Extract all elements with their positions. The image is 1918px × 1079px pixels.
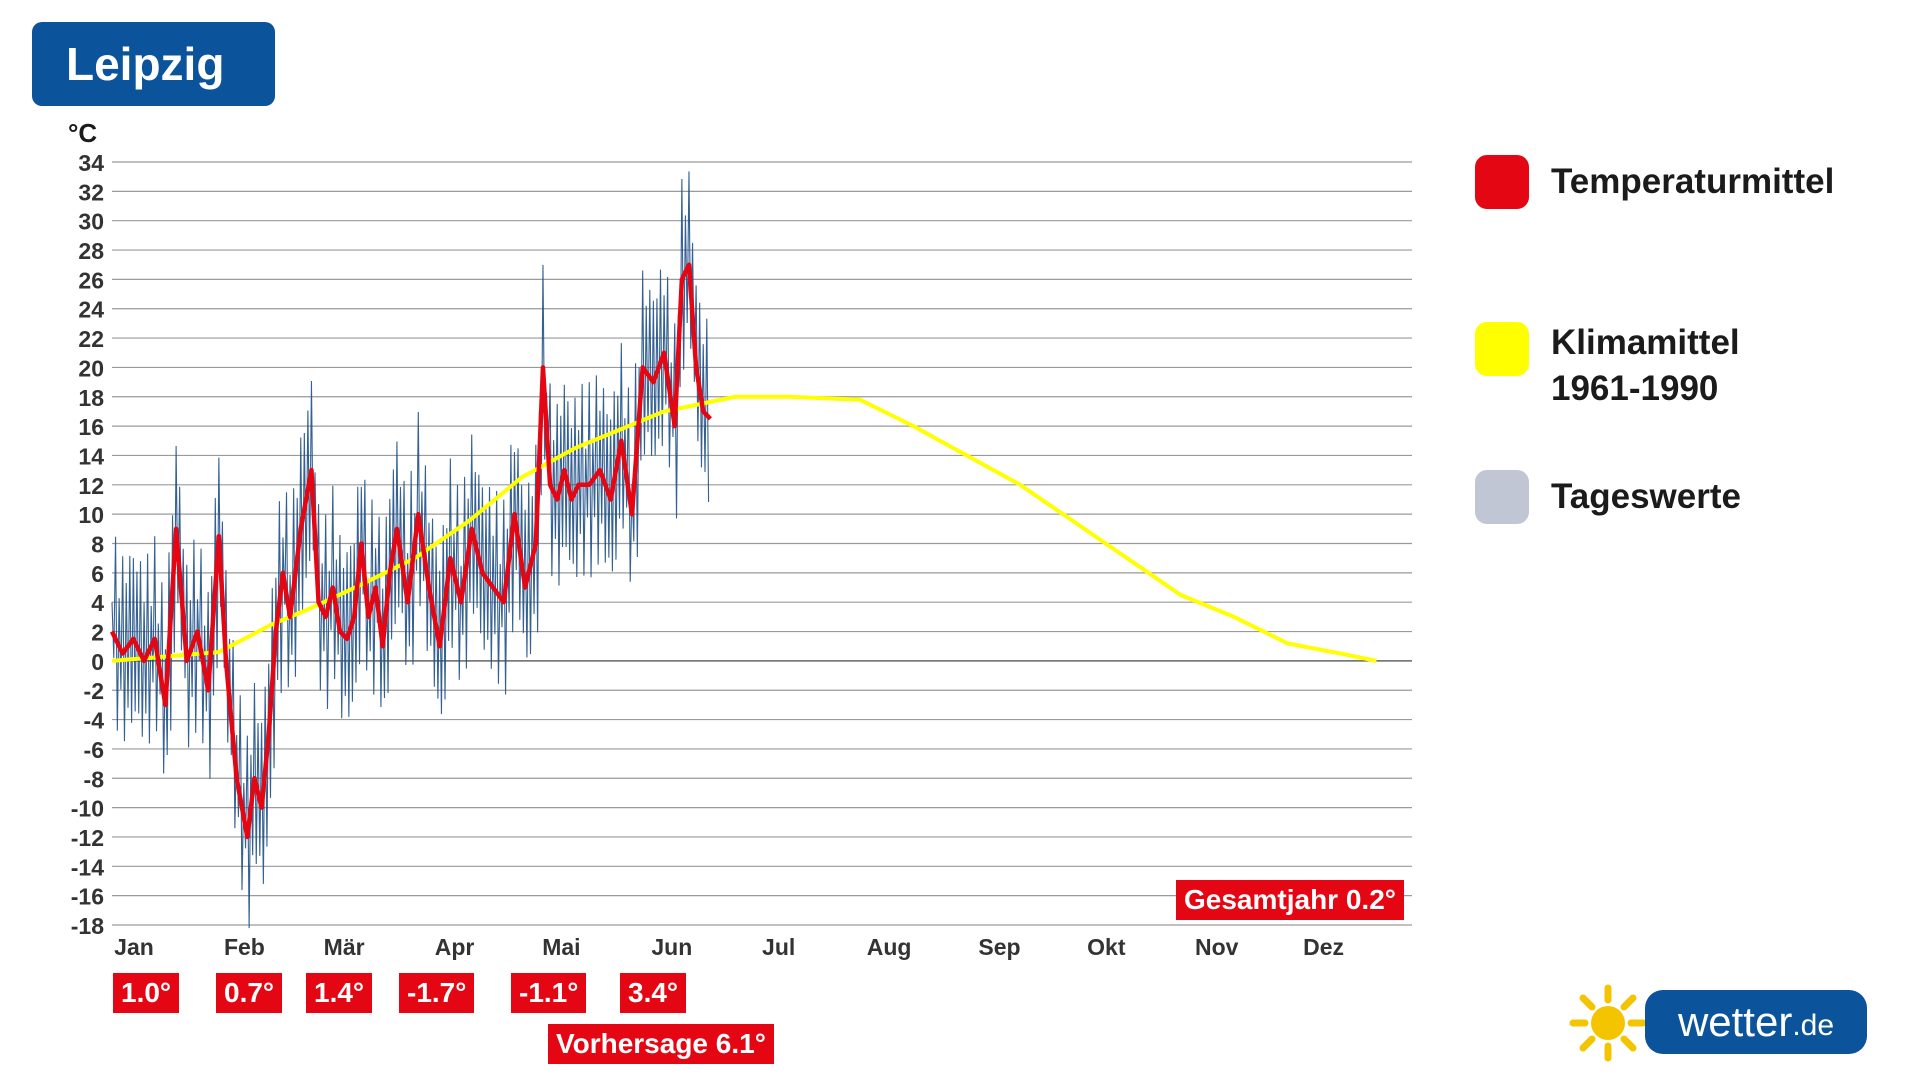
- y-tick-label: -8: [84, 766, 105, 792]
- x-axis-ticks: Jan Feb Mär Apr Mai Jun Jul Aug Sep Okt Nov Dez: [114, 934, 1344, 960]
- x-tick-label: Mär: [324, 934, 365, 960]
- month-deviation-jun: 3.4°: [620, 973, 687, 1013]
- x-tick-label: Aug: [867, 934, 912, 960]
- y-tick-label: 14: [78, 443, 104, 469]
- y-tick-label: 20: [78, 355, 104, 381]
- x-tick-label: Jul: [762, 934, 795, 960]
- legend-label-line: Klimamittel: [1551, 323, 1740, 362]
- month-deviation-jan: 1.0°: [113, 973, 180, 1013]
- logo-text: wetter: [1677, 998, 1793, 1045]
- y-tick-label: -4: [84, 708, 105, 734]
- annual-label: Gesamtjahr 0.2°: [1176, 880, 1404, 920]
- legend-swatch-yellow: [1475, 322, 1529, 376]
- city-title: Leipzig: [32, 22, 275, 106]
- y-tick-label: -14: [71, 854, 104, 880]
- y-tick-label: -2: [84, 678, 104, 704]
- y-tick-label: 32: [78, 179, 104, 205]
- y-axis-ticks: -18-16-14-12-10-8-6-4-202468101214161820…: [71, 150, 104, 939]
- x-tick-label: Jan: [114, 934, 154, 960]
- legend-label: Temperaturmittel: [1551, 162, 1835, 201]
- y-tick-label: 34: [78, 150, 104, 176]
- forecast-label: Vorhersage 6.1°: [548, 1024, 774, 1064]
- y-tick-label: -18: [71, 913, 104, 939]
- x-tick-label: Nov: [1195, 934, 1239, 960]
- month-deviation-mar: 1.4°: [306, 973, 373, 1013]
- x-tick-label: Apr: [435, 934, 475, 960]
- x-tick-label: Mai: [542, 934, 580, 960]
- y-tick-label: 12: [78, 473, 104, 499]
- legend-swatch-red: [1475, 155, 1529, 209]
- y-tick-label: 30: [78, 209, 104, 235]
- y-tick-label: 6: [91, 561, 104, 587]
- y-tick-label: -10: [71, 796, 104, 822]
- y-tick-label: 16: [78, 414, 104, 440]
- y-tick-label: 22: [78, 326, 104, 352]
- y-tick-label: 28: [78, 238, 104, 264]
- x-tick-label: Dez: [1303, 934, 1344, 960]
- wetter-de-logo[interactable]: wetter .de: [1645, 990, 1867, 1054]
- sun-icon: [1569, 984, 1647, 1062]
- x-tick-label: Jun: [651, 934, 692, 960]
- x-tick-label: Feb: [224, 934, 265, 960]
- legend-item-tageswerte: Tageswerte: [1475, 470, 1741, 524]
- y-tick-label: 0: [91, 649, 104, 675]
- logo-tld: .de: [1792, 1009, 1835, 1042]
- temperature-mean-line: [109, 262, 712, 840]
- legend-item-klimamittel: Klimamittel 1961-1990: [1475, 322, 1740, 412]
- month-deviation-apr: -1.7°: [399, 973, 475, 1013]
- daily-values-line: [111, 171, 710, 929]
- y-tick-label: -6: [84, 737, 104, 763]
- city-title-text: Leipzig: [66, 38, 225, 90]
- y-tick-label: -16: [71, 884, 104, 910]
- month-deviation-feb: 0.7°: [216, 973, 283, 1013]
- y-tick-label: -12: [71, 825, 104, 851]
- y-tick-label: 24: [78, 297, 104, 323]
- climate-mean-line: [111, 394, 1377, 663]
- y-axis-unit: °C: [68, 118, 97, 148]
- y-tick-label: 18: [78, 385, 104, 411]
- y-tick-label: 4: [91, 590, 104, 616]
- legend-label-line: 1961-1990: [1551, 369, 1719, 408]
- climate-mean-series: [111, 394, 1377, 663]
- daily-values-series: [111, 171, 710, 929]
- x-tick-label: Okt: [1087, 934, 1126, 960]
- y-tick-label: 10: [78, 502, 104, 528]
- legend-item-temperaturmittel: Temperaturmittel: [1475, 155, 1834, 209]
- legend-swatch-grey: [1475, 470, 1529, 524]
- y-tick-label: 26: [78, 267, 104, 293]
- y-tick-label: 2: [91, 620, 104, 646]
- month-deviation-mai: -1.1°: [511, 973, 587, 1013]
- temperature-mean-series: [109, 262, 712, 840]
- y-tick-label: 8: [91, 532, 104, 558]
- x-tick-label: Sep: [978, 934, 1020, 960]
- legend-label: Klimamittel 1961-1990: [1551, 320, 1740, 412]
- legend-label: Tageswerte: [1551, 477, 1741, 516]
